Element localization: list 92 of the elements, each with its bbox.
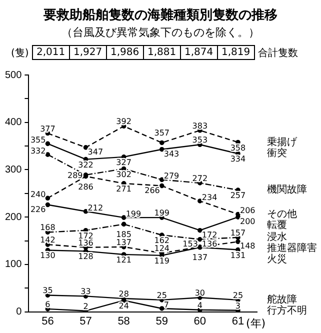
data-label: 157 — [230, 228, 246, 238]
text: 1,927 — [69, 46, 106, 60]
data-label: 137 — [192, 252, 208, 262]
x-tick-label: 56 — [42, 315, 54, 328]
text: 合計隻数 — [256, 46, 299, 60]
text: 1,874 — [180, 46, 218, 60]
chart-subtitle: （台風及び異常気象下のものを除く。） — [60, 25, 260, 40]
text: 2,011 — [32, 46, 70, 60]
y-axis-title: (隻) — [10, 46, 30, 60]
text: 1,881 — [143, 46, 180, 60]
data-label: 28 — [118, 290, 129, 299]
data-label: 153 — [182, 239, 198, 248]
text: 舵故障 — [267, 294, 297, 306]
y-tick-label: 500 — [4, 70, 22, 81]
data-label: 119 — [154, 256, 170, 266]
data-label: 355 — [30, 136, 46, 145]
text: 1,819 — [217, 46, 254, 60]
data-label: 142 — [40, 236, 56, 245]
data-label: 121 — [116, 255, 132, 264]
x-tick-label: 60 — [194, 315, 206, 328]
data-label: 25 — [232, 290, 244, 300]
text: 転覆 — [267, 220, 287, 231]
data-label: 124 — [154, 244, 170, 254]
data-label: 185 — [116, 230, 132, 240]
data-label: 35 — [42, 286, 53, 296]
data-label: 266 — [144, 186, 160, 195]
data-label: 137 — [116, 238, 132, 247]
data-label: 334 — [230, 154, 246, 164]
data-label: 200 — [240, 217, 256, 226]
data-label: 4 — [197, 300, 202, 310]
data-label: 302 — [116, 170, 132, 179]
data-label: 327 — [116, 158, 132, 167]
data-label: 383 — [192, 121, 208, 130]
data-label: 322 — [78, 160, 94, 170]
data-label: 271 — [116, 184, 132, 194]
text: 1,986 — [106, 46, 144, 60]
data-label: 6 — [45, 300, 50, 309]
text: その他 — [267, 208, 297, 220]
y-tick-label: 300 — [4, 164, 22, 176]
text: 行方不明 — [267, 304, 307, 317]
data-label: 332 — [30, 146, 46, 156]
text: 火災 — [267, 253, 287, 266]
data-label: 343 — [164, 149, 180, 158]
data-label: 3 — [235, 301, 241, 310]
data-label: 172 — [78, 231, 94, 240]
data-label: 212 — [88, 203, 104, 212]
chart-title: 要救助船舶隻数の海難種類別隻数の推移 — [42, 7, 278, 24]
data-label: 172 — [202, 230, 218, 240]
data-label: 30 — [194, 288, 206, 298]
data-label: 377 — [40, 124, 56, 134]
data-label: 392 — [116, 117, 132, 126]
x-tick-label: 59 — [156, 315, 168, 328]
y-tick-label: 200 — [4, 212, 22, 223]
data-label: 199 — [126, 210, 142, 219]
y-tick-label: 0 — [16, 306, 22, 318]
text: 乗揚げ — [267, 136, 298, 148]
data-label: 128 — [78, 252, 94, 262]
x-tick-label: 61 — [232, 315, 244, 328]
data-label: 357 — [154, 128, 170, 138]
text: 浸水 — [267, 231, 287, 244]
data-label: 226 — [30, 204, 46, 214]
x-axis-title: (年) — [246, 317, 266, 330]
data-label: 33 — [80, 287, 91, 296]
data-label: 7 — [164, 300, 169, 310]
data-label: 25 — [156, 290, 167, 300]
data-label: 24 — [118, 301, 129, 310]
text: 機関故障 — [267, 184, 307, 196]
text: 衝突 — [267, 147, 287, 160]
data-label: 240 — [30, 190, 46, 200]
data-label: 279 — [164, 172, 180, 181]
data-label: 148 — [240, 242, 256, 251]
data-label: 199 — [154, 208, 170, 218]
data-label: 234 — [202, 192, 218, 202]
data-label: 358 — [230, 143, 246, 152]
data-label: 353 — [192, 136, 208, 145]
data-label: 347 — [88, 147, 104, 156]
data-label: 162 — [154, 236, 170, 246]
data-label: 136 — [78, 238, 94, 248]
data-label: 130 — [40, 251, 56, 260]
y-tick-label: 400 — [4, 117, 22, 128]
data-label: 286 — [78, 182, 94, 192]
data-label: 168 — [40, 223, 56, 232]
x-tick-label: 58 — [118, 315, 130, 328]
text: 推進器障害 — [267, 242, 317, 254]
data-label: 272 — [192, 174, 208, 183]
data-label: 136 — [202, 239, 218, 248]
data-label: 206 — [240, 206, 256, 216]
data-label: 131 — [230, 250, 246, 260]
x-tick-label: 57 — [80, 315, 92, 328]
data-label: 289 — [67, 170, 83, 180]
y-tick-label: 100 — [4, 259, 22, 270]
data-label: 257 — [230, 191, 246, 200]
